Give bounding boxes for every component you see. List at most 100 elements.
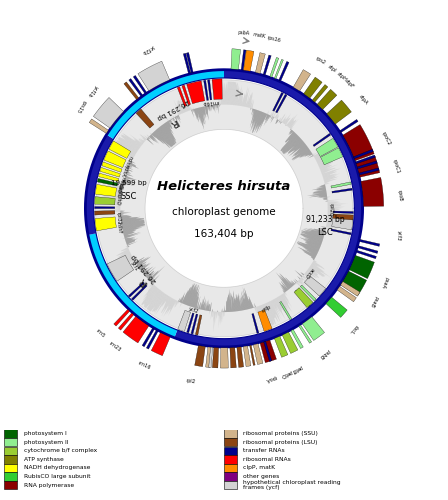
Polygon shape — [167, 121, 172, 129]
Polygon shape — [308, 268, 318, 276]
Polygon shape — [129, 166, 133, 168]
Polygon shape — [331, 182, 351, 188]
Polygon shape — [152, 282, 153, 284]
Polygon shape — [217, 105, 218, 108]
Polygon shape — [197, 108, 201, 124]
Polygon shape — [327, 220, 348, 222]
Polygon shape — [121, 218, 138, 220]
Polygon shape — [124, 232, 134, 234]
Polygon shape — [145, 290, 159, 308]
Polygon shape — [210, 302, 211, 311]
Polygon shape — [151, 332, 170, 355]
Polygon shape — [138, 262, 147, 268]
Polygon shape — [126, 238, 138, 243]
Polygon shape — [304, 230, 324, 236]
Text: ycf2: ycf2 — [188, 306, 199, 314]
Polygon shape — [185, 284, 194, 305]
Polygon shape — [147, 290, 161, 309]
Polygon shape — [253, 111, 260, 130]
Polygon shape — [279, 274, 291, 288]
Polygon shape — [116, 146, 134, 156]
Polygon shape — [337, 286, 356, 302]
Text: hypothetical chloroplast reading
frames (ycf): hypothetical chloroplast reading frames … — [243, 480, 341, 490]
Polygon shape — [288, 120, 294, 127]
Polygon shape — [142, 268, 147, 272]
Polygon shape — [280, 302, 292, 320]
Polygon shape — [166, 300, 175, 314]
Polygon shape — [111, 202, 121, 203]
Polygon shape — [183, 54, 190, 74]
Polygon shape — [211, 106, 212, 112]
Polygon shape — [150, 292, 164, 312]
Polygon shape — [318, 154, 338, 164]
Polygon shape — [148, 292, 162, 310]
Polygon shape — [125, 233, 141, 238]
Polygon shape — [249, 296, 253, 308]
Polygon shape — [159, 128, 173, 146]
Polygon shape — [95, 210, 115, 215]
Polygon shape — [138, 61, 170, 91]
Polygon shape — [178, 298, 181, 302]
Polygon shape — [142, 286, 155, 300]
Polygon shape — [284, 118, 289, 124]
Polygon shape — [246, 291, 250, 308]
Polygon shape — [207, 104, 208, 106]
Polygon shape — [237, 96, 239, 106]
Polygon shape — [152, 294, 165, 312]
Polygon shape — [158, 128, 173, 146]
Polygon shape — [170, 300, 175, 309]
Polygon shape — [293, 282, 295, 284]
Polygon shape — [207, 301, 209, 311]
Polygon shape — [184, 287, 191, 304]
Text: 19,599 bp: 19,599 bp — [111, 180, 146, 186]
Polygon shape — [314, 152, 322, 158]
Polygon shape — [155, 131, 170, 148]
Polygon shape — [256, 307, 258, 314]
Polygon shape — [301, 232, 323, 239]
Polygon shape — [130, 164, 136, 166]
Polygon shape — [169, 120, 172, 125]
Polygon shape — [125, 233, 141, 238]
Polygon shape — [282, 332, 298, 353]
Polygon shape — [127, 244, 128, 245]
Polygon shape — [316, 149, 336, 160]
Polygon shape — [281, 115, 285, 121]
Polygon shape — [315, 149, 333, 159]
Polygon shape — [296, 283, 297, 284]
Polygon shape — [309, 195, 327, 198]
Polygon shape — [143, 285, 155, 298]
Polygon shape — [143, 268, 151, 274]
Polygon shape — [123, 184, 129, 185]
Polygon shape — [298, 280, 305, 286]
Polygon shape — [118, 252, 130, 258]
Polygon shape — [276, 114, 279, 119]
Polygon shape — [241, 298, 245, 310]
Polygon shape — [327, 218, 341, 220]
Polygon shape — [327, 213, 337, 214]
Polygon shape — [285, 118, 290, 124]
Polygon shape — [126, 240, 135, 244]
Polygon shape — [121, 135, 139, 148]
Polygon shape — [325, 183, 327, 184]
Polygon shape — [311, 188, 326, 190]
Polygon shape — [154, 294, 166, 312]
Polygon shape — [314, 228, 325, 232]
Polygon shape — [201, 298, 203, 310]
Polygon shape — [251, 110, 257, 128]
Polygon shape — [118, 138, 138, 151]
Polygon shape — [217, 105, 219, 114]
Polygon shape — [173, 118, 176, 122]
Polygon shape — [121, 248, 128, 252]
FancyBboxPatch shape — [4, 455, 17, 464]
Polygon shape — [282, 284, 287, 291]
Polygon shape — [173, 116, 174, 117]
Polygon shape — [301, 234, 323, 241]
Polygon shape — [144, 288, 158, 306]
Polygon shape — [138, 262, 146, 267]
Polygon shape — [123, 230, 135, 234]
Polygon shape — [305, 242, 320, 248]
Polygon shape — [321, 168, 334, 172]
Polygon shape — [316, 186, 325, 188]
Polygon shape — [312, 262, 319, 267]
Polygon shape — [320, 228, 326, 230]
